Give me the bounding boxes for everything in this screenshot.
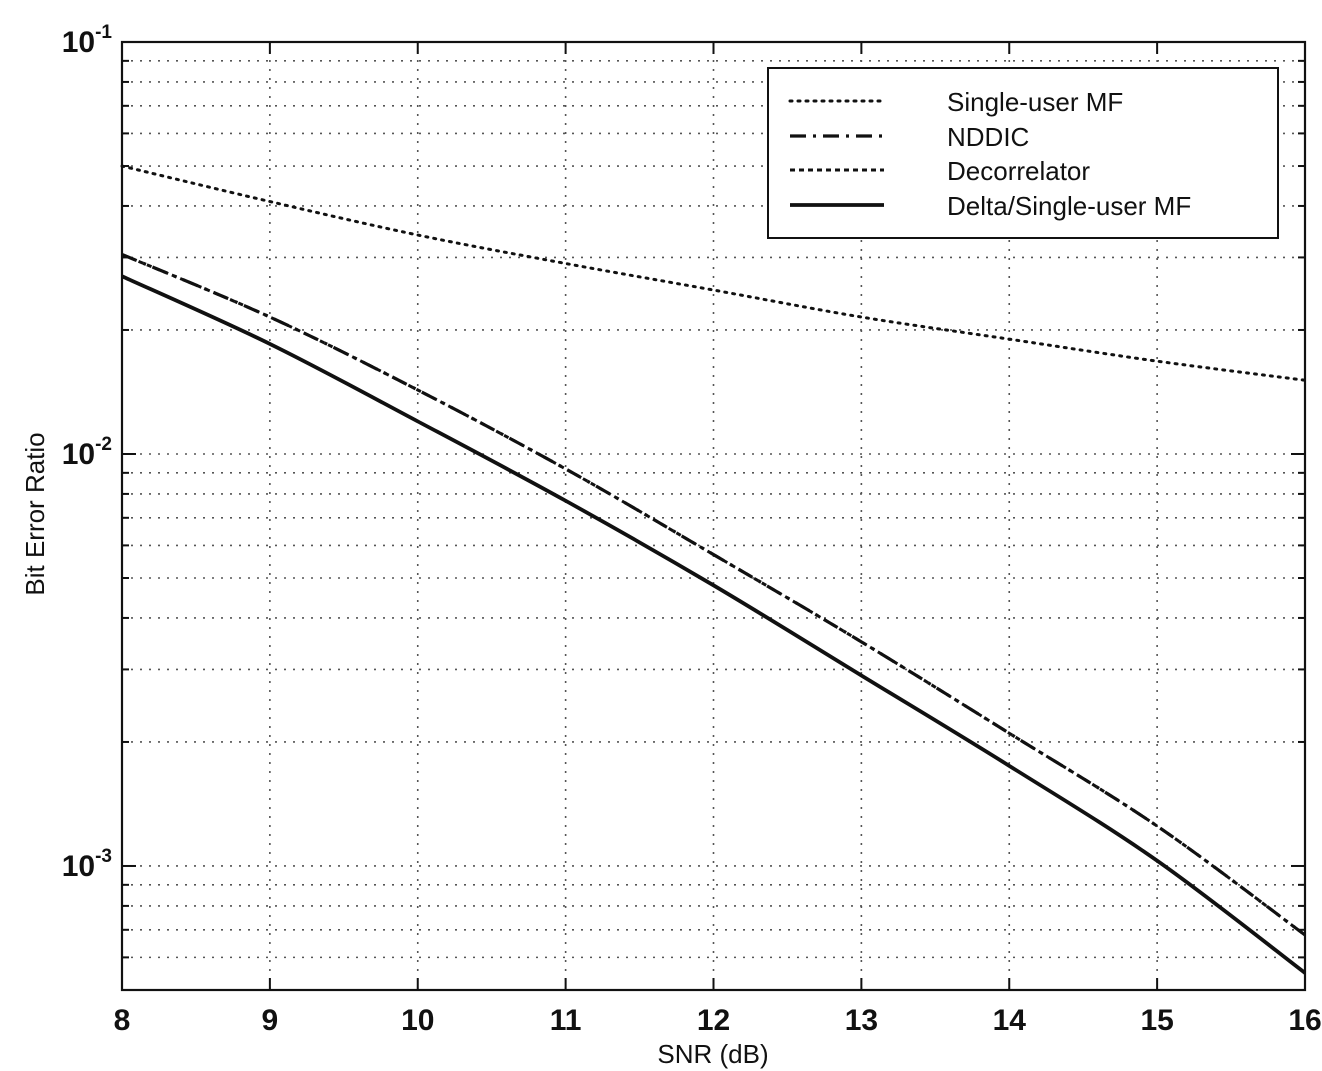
legend-box xyxy=(767,67,1279,239)
x-axis-label: SNR (dB) xyxy=(657,1039,768,1069)
x-tick-label: 9 xyxy=(262,1004,279,1037)
x-tick-label: 10 xyxy=(401,1004,434,1037)
y-tick-label: 10-1 xyxy=(62,22,113,59)
x-tick-label: 16 xyxy=(1288,1004,1321,1037)
y-tick-labels: 10-1 10-2 10-3 xyxy=(62,22,113,883)
legend-label: Delta/Single-user MF xyxy=(947,191,1191,221)
series-lines xyxy=(120,164,1307,975)
series-line-4 xyxy=(121,274,1307,975)
x-tick-label: 13 xyxy=(845,1004,878,1037)
series-line-3 xyxy=(121,253,1306,937)
legend: Single-user MF NDDIC Decorrelator Delta/Sin… xyxy=(767,67,1279,239)
x-tick-label: 12 xyxy=(697,1004,730,1037)
legend-label: Single-user MF xyxy=(947,87,1123,117)
legend-label: NDDIC xyxy=(947,122,1029,152)
legend-label: Decorrelator xyxy=(947,156,1090,186)
y-tick-label: 10-3 xyxy=(62,846,112,883)
x-tick-label: 15 xyxy=(1140,1004,1173,1037)
y-tick-label: 10-2 xyxy=(62,434,112,471)
legend-items: Single-user MF NDDIC Decorrelator Delta/Sin… xyxy=(788,87,1191,221)
y-axis-label: Bit Error Ratio xyxy=(20,432,50,595)
x-tick-label: 14 xyxy=(993,1004,1027,1037)
x-tick-labels: 8 9 10 11 12 13 14 15 16 xyxy=(114,1004,1322,1037)
series-line-1 xyxy=(120,164,1307,382)
x-tick-label: 8 xyxy=(114,1004,131,1037)
x-tick-label: 11 xyxy=(550,1004,582,1037)
axis-ticks xyxy=(121,41,1306,990)
